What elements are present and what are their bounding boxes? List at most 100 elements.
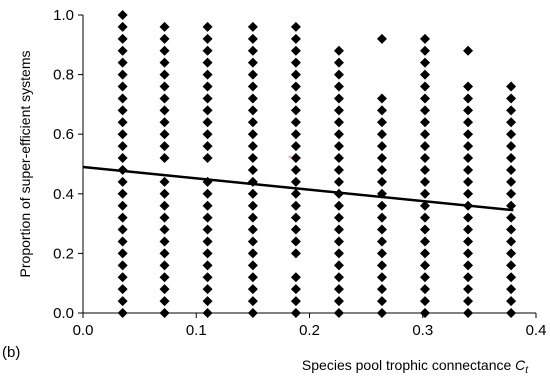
x-tick-label: 0.0 [73, 322, 94, 339]
data-point [506, 224, 517, 235]
data-point [247, 260, 258, 271]
data-point [159, 188, 170, 199]
data-point [463, 153, 474, 164]
data-point [117, 129, 128, 140]
data-point [202, 105, 213, 116]
data-point [202, 260, 213, 271]
data-point [420, 153, 431, 164]
data-point [420, 69, 431, 80]
data-point [117, 296, 128, 307]
data-point [420, 272, 431, 283]
data-point [247, 212, 258, 223]
data-point [463, 129, 474, 140]
data-point [333, 296, 344, 307]
data-point [463, 176, 474, 187]
data-point [159, 105, 170, 116]
y-tick-label: 0.8 [53, 67, 74, 84]
data-point [117, 93, 128, 104]
data-point [290, 69, 301, 80]
y-axis-ticks: 0.0 0.2 0.4 0.6 0.8 1.0 [53, 7, 83, 322]
data-point [376, 260, 387, 271]
data-point [463, 45, 474, 56]
data-point [333, 45, 344, 56]
data-point [202, 153, 213, 164]
data-point [290, 212, 301, 223]
data-point [202, 69, 213, 80]
data-point [117, 236, 128, 247]
data-point [420, 33, 431, 44]
data-point [290, 93, 301, 104]
data-point [420, 57, 431, 68]
data-point [333, 69, 344, 80]
data-point [506, 105, 517, 116]
data-point [376, 164, 387, 175]
data-point [290, 236, 301, 247]
x-axis-title: Species pool trophic connectance Ct [302, 357, 529, 376]
data-point [420, 284, 431, 295]
data-point [159, 33, 170, 44]
data-point [506, 212, 517, 223]
data-point [290, 164, 301, 175]
data-point [290, 57, 301, 68]
data-point [463, 164, 474, 175]
data-point [247, 69, 258, 80]
data-point [247, 153, 258, 164]
data-point [117, 200, 128, 211]
data-point [290, 248, 301, 259]
x-axis-title-subscript: t [525, 365, 529, 376]
data-point [202, 57, 213, 68]
data-point [376, 93, 387, 104]
data-point [333, 248, 344, 259]
data-point [463, 81, 474, 92]
data-point [159, 296, 170, 307]
data-point [202, 272, 213, 283]
data-point [247, 93, 258, 104]
data-point [506, 248, 517, 259]
data-point [420, 93, 431, 104]
data-point [420, 224, 431, 235]
data-point [117, 176, 128, 187]
data-point [290, 272, 301, 283]
data-point [463, 284, 474, 295]
data-point [290, 176, 301, 187]
data-point [159, 57, 170, 68]
data-point [117, 141, 128, 152]
data-point [420, 141, 431, 152]
data-point [420, 45, 431, 56]
data-point [376, 33, 387, 44]
data-point [117, 33, 128, 44]
data-point [506, 188, 517, 199]
data-point [247, 33, 258, 44]
data-point [333, 212, 344, 223]
data-point [202, 284, 213, 295]
data-point [333, 57, 344, 68]
data-point [247, 129, 258, 140]
data-point [333, 141, 344, 152]
data-point [117, 188, 128, 199]
data-point [159, 69, 170, 80]
data-point [290, 153, 301, 164]
data-point [463, 248, 474, 259]
data-point [420, 129, 431, 140]
data-point [376, 224, 387, 235]
data-point [333, 176, 344, 187]
data-point [420, 105, 431, 116]
data-point [420, 117, 431, 128]
data-point [463, 117, 474, 128]
data-point [420, 236, 431, 247]
data-point [247, 248, 258, 259]
data-point [506, 176, 517, 187]
data-point [463, 296, 474, 307]
data-point [159, 212, 170, 223]
data-point [376, 284, 387, 295]
data-point [159, 260, 170, 271]
y-tick-label: 0.2 [53, 245, 74, 262]
data-point [376, 236, 387, 247]
data-point [247, 296, 258, 307]
data-point [247, 272, 258, 283]
data-point [202, 236, 213, 247]
data-point [247, 284, 258, 295]
x-tick-label: 0.2 [299, 322, 320, 339]
data-point [376, 129, 387, 140]
data-point [159, 81, 170, 92]
